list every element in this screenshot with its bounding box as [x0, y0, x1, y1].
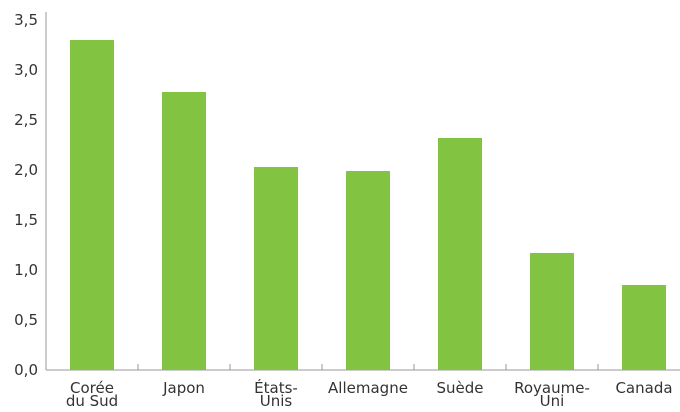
y-tick-label: 2,5 [14, 111, 38, 129]
x-axis-ticks [137, 364, 599, 370]
x-category-label: Corée du Sud [66, 379, 118, 410]
y-tick-label: 0,5 [14, 311, 38, 329]
bar [530, 253, 574, 370]
y-tick-label: 1,5 [14, 211, 38, 229]
y-tick-label: 2,0 [14, 161, 38, 179]
bar [162, 92, 206, 370]
x-category-label: Allemagne [328, 379, 408, 397]
bar [70, 40, 114, 370]
bar [622, 285, 666, 370]
x-axis-category-labels: Corée du Sud Japon États-Unis Allemagne Suède… [66, 378, 673, 410]
x-category-label: Canada [615, 379, 672, 397]
bar [346, 171, 390, 370]
bar [254, 167, 298, 370]
x-category-label: États-Unis [254, 378, 298, 410]
y-tick-label: 1,0 [14, 261, 38, 279]
y-tick-label: 3,0 [14, 61, 38, 79]
bars [70, 40, 666, 370]
y-axis-tick-labels: 0,0 0,5 1,0 1,5 2,0 2,5 3,0 3,5 [14, 11, 38, 379]
x-category-label: Suède [436, 379, 483, 397]
bar [438, 138, 482, 370]
x-category-label: Japon [162, 379, 205, 397]
y-tick-label: 3,5 [14, 11, 38, 29]
y-tick-label: 0,0 [14, 361, 38, 379]
x-category-label: Royaume-Uni [514, 379, 590, 410]
